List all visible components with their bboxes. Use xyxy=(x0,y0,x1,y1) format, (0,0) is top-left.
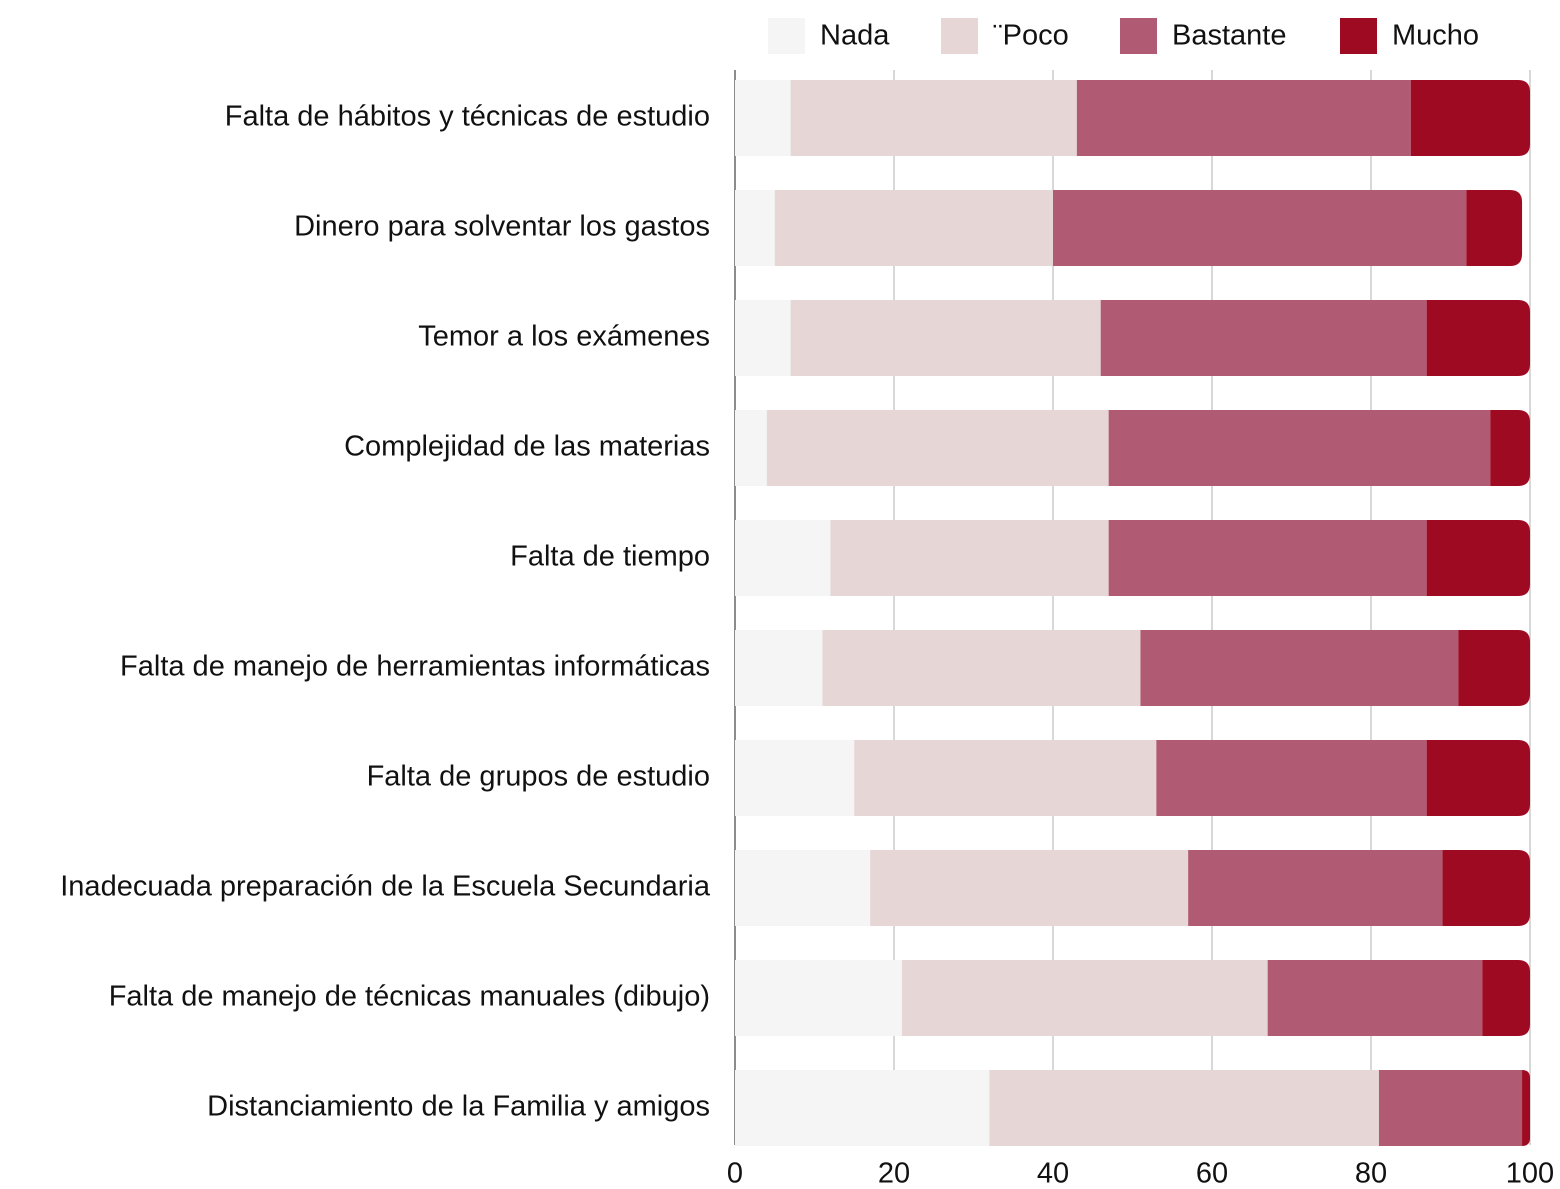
bar-segment xyxy=(735,630,823,706)
x-tick-label: 20 xyxy=(878,1158,910,1189)
bar-segment xyxy=(1053,190,1467,266)
category-label: Falta de manejo de técnicas manuales (di… xyxy=(109,981,710,1013)
x-tick-label: 40 xyxy=(1037,1158,1069,1189)
bar-segment xyxy=(1378,1070,1523,1146)
legend-swatch xyxy=(768,18,805,54)
bar-segment xyxy=(1442,850,1530,926)
bar-segment xyxy=(735,520,831,596)
bar-segment xyxy=(901,960,1268,1036)
category-label: Complejidad de las materias xyxy=(344,431,710,463)
bar-segment xyxy=(1076,80,1411,156)
bar-segment xyxy=(1267,960,1483,1036)
bar-segment xyxy=(822,630,1141,706)
category-label: Falta de tiempo xyxy=(510,541,710,573)
category-label: Falta de manejo de herramientas informát… xyxy=(120,651,710,683)
bar-segment xyxy=(989,1070,1379,1146)
bar-segment xyxy=(830,520,1109,596)
bar-segment xyxy=(735,850,871,926)
legend-label: Bastante xyxy=(1172,20,1286,52)
category-label: Falta de grupos de estudio xyxy=(367,761,710,793)
bar-segment xyxy=(735,960,902,1036)
bar-segment xyxy=(790,300,1101,376)
bar-segment xyxy=(1100,300,1427,376)
bar-segment xyxy=(735,1070,990,1146)
category-label: Falta de hábitos y técnicas de estudio xyxy=(225,101,710,133)
bar-segment xyxy=(1426,520,1530,596)
bar-segment xyxy=(766,410,1109,486)
bar-segment xyxy=(1426,300,1530,376)
legend-label: Mucho xyxy=(1392,20,1479,52)
bar-segment xyxy=(1140,630,1459,706)
bar-segment xyxy=(735,300,791,376)
bar-segment xyxy=(1490,410,1530,486)
category-label: Temor a los exámenes xyxy=(418,321,710,353)
legend-label: ¨Poco xyxy=(993,20,1069,52)
bar-segment xyxy=(854,740,1157,816)
bar-segment xyxy=(1108,520,1427,596)
bar-segment xyxy=(735,740,855,816)
bar-segment xyxy=(1410,80,1530,156)
x-tick-label: 60 xyxy=(1196,1158,1228,1189)
bar-segment xyxy=(1188,850,1443,926)
bar-segment xyxy=(1522,1070,1530,1146)
legend-swatch xyxy=(1340,18,1377,54)
bar-segment xyxy=(774,190,1053,266)
x-tick-label: 100 xyxy=(1506,1158,1554,1189)
bar-segment xyxy=(870,850,1189,926)
x-tick-label: 80 xyxy=(1355,1158,1387,1189)
bar-segment xyxy=(790,80,1077,156)
bar-segment xyxy=(1426,740,1530,816)
category-label: Distanciamiento de la Familia y amigos xyxy=(207,1091,710,1123)
legend-label: Nada xyxy=(820,20,890,52)
bar-segment xyxy=(1156,740,1427,816)
category-label: Dinero para solventar los gastos xyxy=(294,211,710,243)
x-tick-label: 0 xyxy=(727,1158,743,1189)
bar-segment xyxy=(1108,410,1491,486)
bar-segment xyxy=(735,80,791,156)
bar-segment xyxy=(1458,630,1530,706)
legend-swatch xyxy=(1120,18,1157,54)
bar-segment xyxy=(735,190,775,266)
bar-segment xyxy=(1482,960,1530,1036)
category-label: Inadecuada preparación de la Escuela Sec… xyxy=(60,871,711,903)
bar-segment xyxy=(1466,190,1523,266)
bar-segment xyxy=(735,410,767,486)
legend-swatch xyxy=(941,18,978,54)
